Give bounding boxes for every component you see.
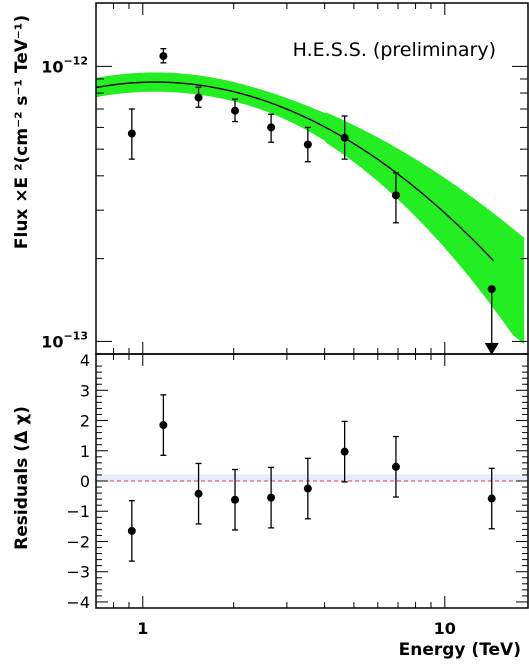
tick-label-exponent: −12	[63, 54, 88, 67]
residual-point	[231, 495, 240, 504]
residual-zero-band	[96, 474, 528, 482]
fit-line-layer	[95, 81, 495, 262]
spectrum-point	[391, 191, 400, 200]
residual-y-tick-label: 3	[80, 381, 90, 400]
residual-point	[340, 447, 349, 456]
energy-x-tick-label: 1	[137, 619, 148, 638]
annotation-hess: H.E.S.S. (preliminary)	[293, 39, 496, 61]
residual-y-tick-label: −4	[66, 593, 90, 612]
residual-point	[159, 421, 168, 430]
residual-y-tick-label: −1	[66, 502, 90, 521]
spectrum-point	[303, 140, 312, 149]
spectrum-point	[487, 285, 496, 294]
residual-point	[487, 494, 496, 503]
residual-point	[303, 484, 312, 493]
spectrum-y-tick-label: 10−13	[41, 329, 88, 351]
energy-xlabel: Energy (TeV)	[399, 640, 521, 660]
residual-y-tick-label: 0	[80, 472, 90, 491]
fit-band	[96, 72, 525, 344]
tick-label-base: 10	[41, 57, 63, 76]
spectrum-y-tick-label: 10−12	[41, 54, 88, 76]
tick-label-exponent: −13	[63, 329, 88, 342]
residual-point	[194, 489, 203, 498]
spectrum-points-layer	[127, 48, 499, 355]
residual-point	[127, 526, 136, 535]
spectrum-point	[340, 133, 349, 142]
energy-x-tick-label: 10	[434, 619, 456, 638]
residual-point	[267, 493, 276, 502]
upper-limit-arrow	[484, 343, 499, 355]
residuals-ylabel: Residuals (Δ χ)	[12, 406, 32, 550]
residuals-points-layer	[127, 394, 496, 562]
spectrum-point	[267, 123, 276, 132]
spectrum-point	[159, 52, 168, 61]
spectrum-point	[194, 93, 203, 102]
fit-band-layer	[96, 72, 525, 344]
tick-label-base: 10	[41, 332, 63, 351]
spectrum-ylabel: Flux ×E ²(cm⁻² s⁻¹ TeV⁻¹)	[12, 15, 32, 249]
spectrum-point	[127, 129, 136, 138]
residual-y-tick-label: 2	[80, 412, 90, 431]
fit-line	[95, 81, 495, 262]
residual-point	[391, 462, 400, 471]
residual-y-tick-label: −2	[66, 532, 90, 551]
residual-y-tick-label: −3	[66, 563, 90, 582]
residual-y-tick-label: 4	[80, 351, 90, 370]
spectrum-point	[231, 106, 240, 115]
residual-y-tick-label: 1	[80, 442, 90, 461]
